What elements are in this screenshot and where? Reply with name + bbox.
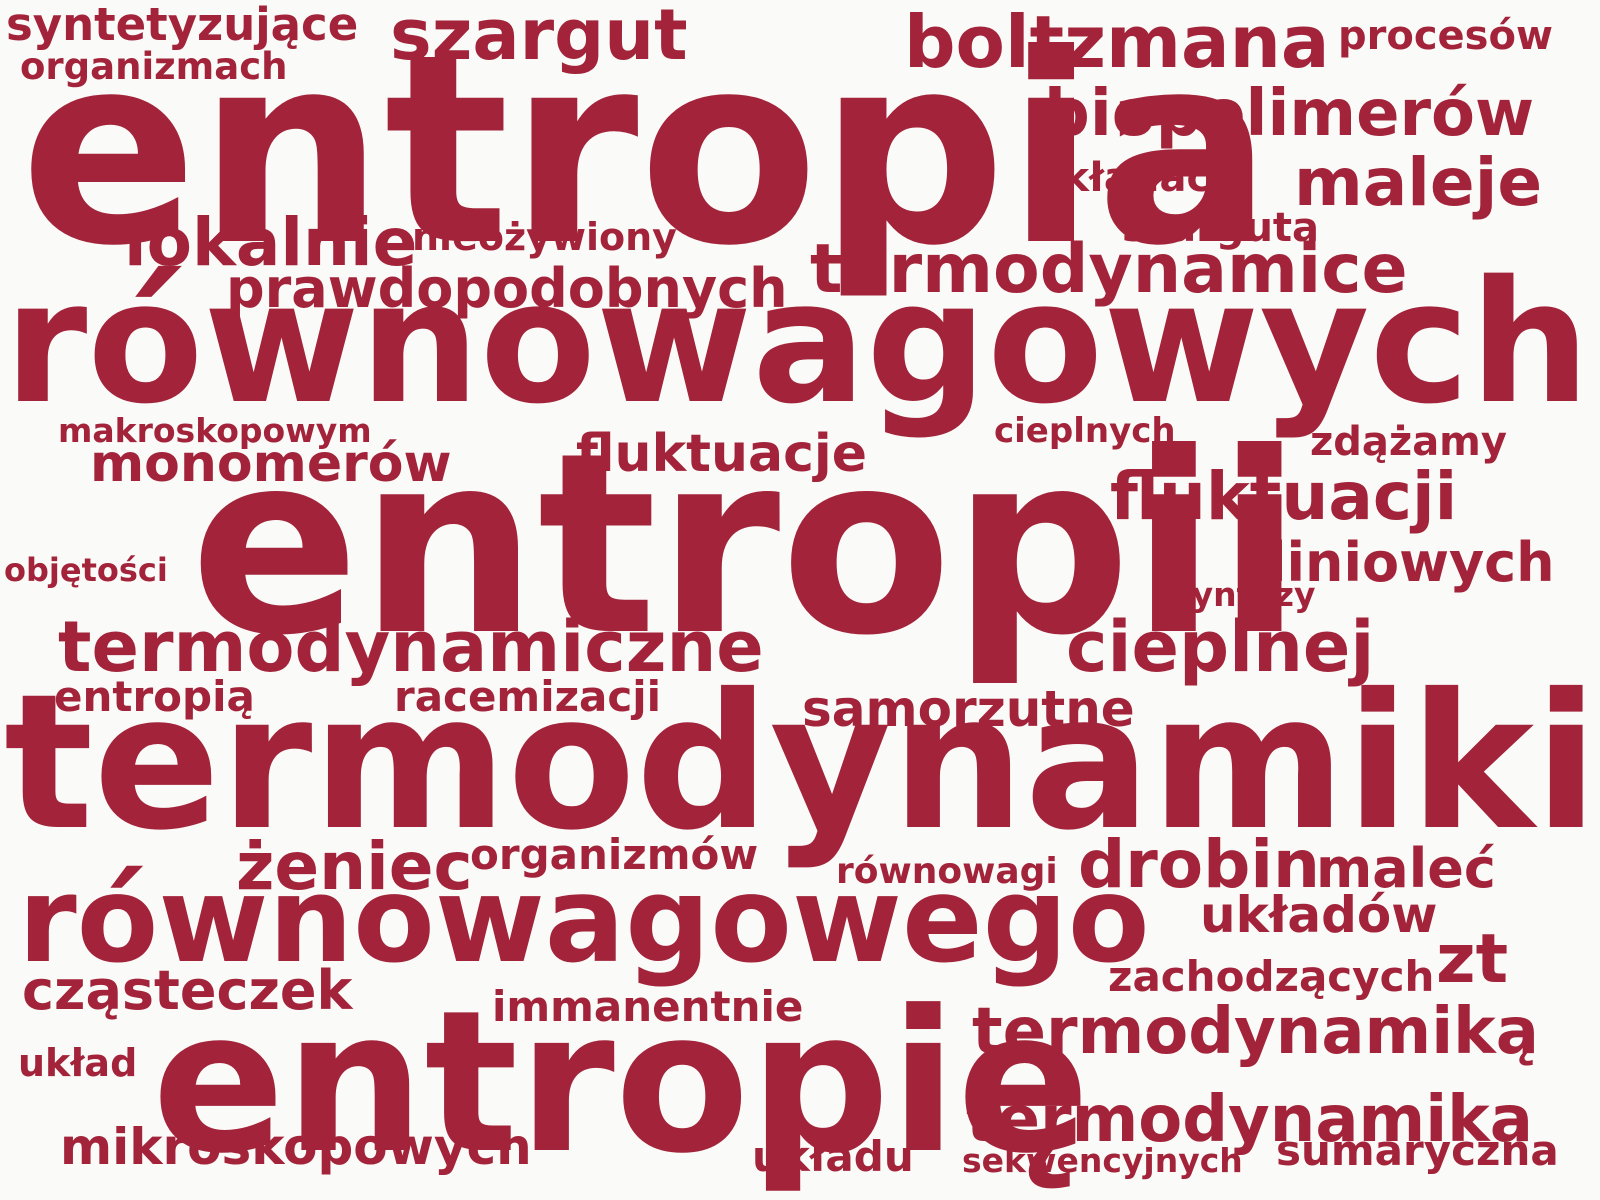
word-monomerow: monomerów <box>90 434 452 494</box>
word-szargut: szargut <box>390 0 688 76</box>
word-maleje: maleje <box>1294 144 1543 221</box>
word-ukladach: układach <box>1034 155 1239 201</box>
word-prawdopodobnych: prawdopodobnych <box>226 257 788 320</box>
word-cieplnej: cieplnej <box>1066 606 1375 688</box>
word-fluktuacji: fluktuacji <box>1110 458 1458 535</box>
word-samorzutne: samorzutne <box>802 680 1135 738</box>
word-termodynamiki: termodynamiki <box>4 654 1599 872</box>
word-uklad: układ <box>18 1041 138 1085</box>
word-racemizacji: racemizacji <box>394 672 662 721</box>
word-termodynamice: termodynamice <box>810 230 1408 309</box>
word-immanentnie: immanentnie <box>492 982 804 1031</box>
word-lokalnie: lokalnie <box>124 204 418 281</box>
word-ukladu: układu <box>752 1132 914 1181</box>
word-zt: zt <box>1436 920 1509 999</box>
word-sumaryczna: sumaryczna <box>1276 1126 1559 1175</box>
word-ukladow: układów <box>1200 886 1438 944</box>
word-zeniec: żeniec <box>236 828 473 905</box>
word-entropia: entropia <box>20 0 1273 303</box>
word-termodynamika: termodynamika <box>966 1083 1533 1157</box>
word-zdazamy: zdążamy <box>1310 419 1507 465</box>
word-szarguta: szarguta <box>1122 205 1320 251</box>
word-sekwencyjnych: sekwencyjnych <box>962 1141 1243 1180</box>
word-termodynamiczne: termodynamiczne <box>58 606 764 688</box>
word-biopolimerow: biopolimerów <box>1044 77 1535 151</box>
word-cieplnych: cieplnych <box>994 411 1176 451</box>
word-entropii: entropii <box>190 399 1303 690</box>
word-makroskopowym: makroskopowym <box>58 411 372 450</box>
word-liniowych: liniowych <box>1268 531 1555 594</box>
word-czasteczek: cząsteczek <box>22 959 353 1022</box>
word-boltzmana: boltzmana <box>904 0 1330 84</box>
word-zachodzacych: zachodzących <box>1108 952 1435 1001</box>
word-objetosci: objętości <box>4 551 168 589</box>
word-rownowagowych: równowagowych <box>4 244 1591 441</box>
word-organizmach: organizmach <box>20 45 288 88</box>
word-procesow: procesów <box>1338 13 1553 59</box>
word-organizmow: organizmów <box>470 830 759 879</box>
word-mikroskopowych: mikroskopowych <box>60 1118 532 1176</box>
word-niezywiony: nieożywiony <box>412 215 677 259</box>
word-rownowagi: równowagi <box>836 851 1058 892</box>
word-entropie: entropię <box>152 969 1090 1197</box>
word-entropia-instr: entropią <box>54 672 255 721</box>
word-malec: maleć <box>1316 837 1496 900</box>
word-syntezy: syntezy <box>1172 575 1316 614</box>
word-rownowagowego: równowagowego <box>18 852 1150 990</box>
word-termodynamika-instr: termodynamiką <box>972 995 1539 1069</box>
word-fluktuacje: fluktuacje <box>576 424 868 484</box>
word-syntetyzujace: syntetyzujące <box>6 0 359 51</box>
word-drobin: drobin <box>1078 826 1320 903</box>
